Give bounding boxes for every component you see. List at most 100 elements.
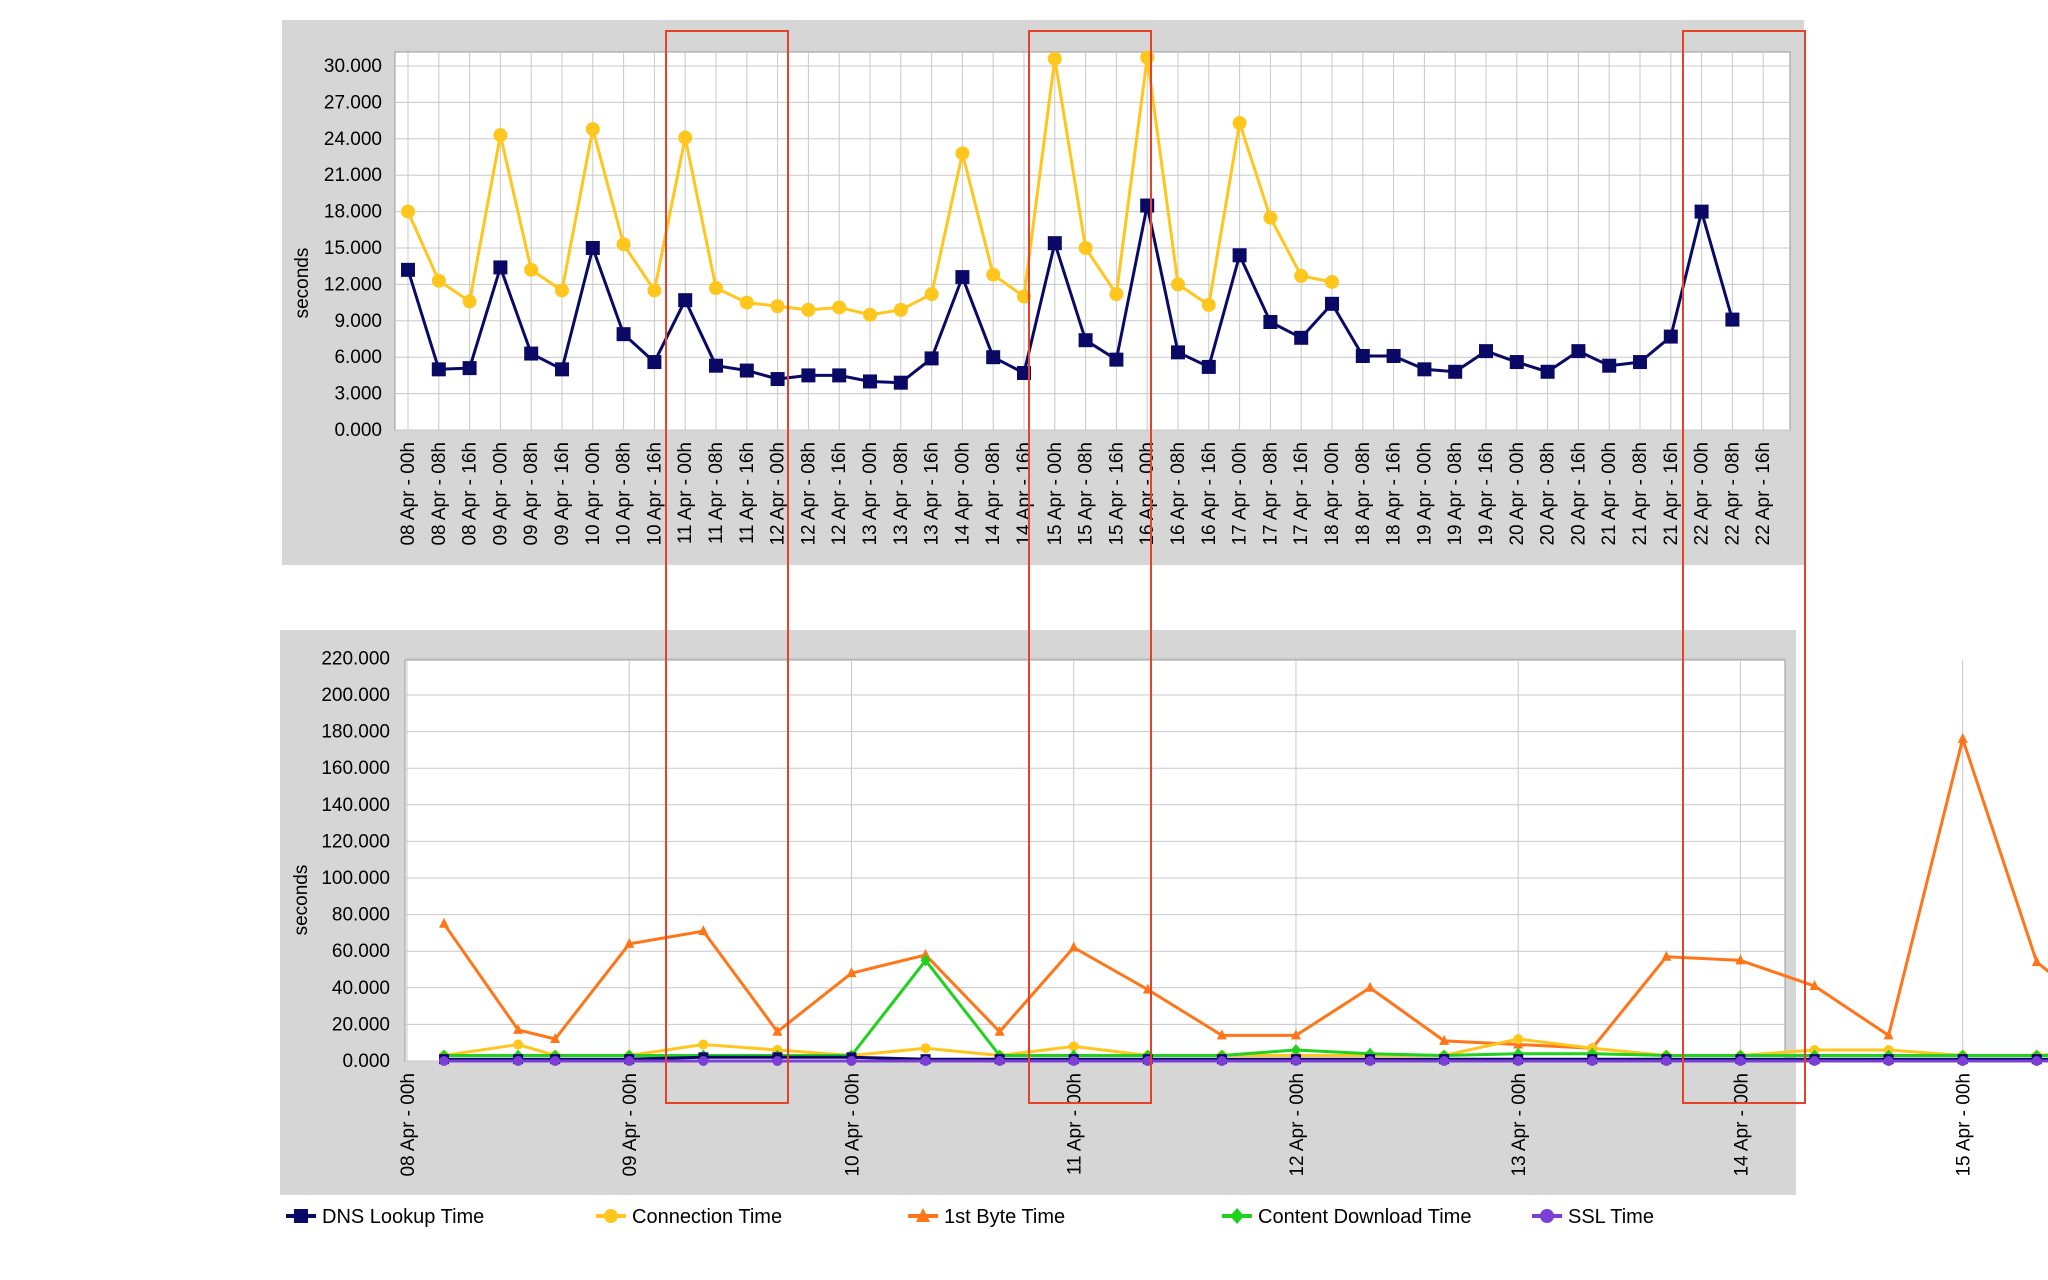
legend-swatch-marker (294, 1209, 308, 1223)
ssl-time-point (846, 1056, 857, 1066)
dns-lookup-time-point (1109, 352, 1124, 367)
y-tick-label: 160.000 (321, 758, 390, 779)
dns-lookup-time-point (739, 363, 754, 378)
connection-time-point (1263, 210, 1278, 225)
connection-time-point (1294, 268, 1309, 283)
x-tick-label: 10 Apr - 08h (614, 442, 635, 546)
dns-lookup-time-point (493, 260, 508, 275)
x-tick-label: 18 Apr - 16h (1384, 442, 1405, 546)
connection-time-point (462, 294, 477, 309)
dns-lookup-time-point (1171, 345, 1185, 360)
dns-lookup-time-point (1479, 344, 1493, 359)
x-tick-label: 12 Apr - 00h (768, 442, 789, 546)
connection-time-point (801, 302, 816, 317)
connection-time-point (924, 287, 939, 302)
x-tick-label: 15 Apr - 00h (1045, 442, 1066, 546)
ssl-time-point (1587, 1056, 1598, 1066)
dns-lookup-time-point (1386, 348, 1401, 363)
dns-lookup-time-point (555, 362, 569, 377)
x-tick-label: 20 Apr - 00h (1507, 442, 1528, 546)
top-chart: 30.000 27.000 24.000 21.000 18.000 15.000 12.0… (282, 20, 1804, 565)
x-tick-label: 16 Apr - 00h (1137, 442, 1158, 546)
dns-lookup-time-point (1663, 329, 1678, 344)
1st-byte-time-point (513, 1023, 524, 1034)
ssl-time-point (698, 1056, 709, 1066)
legend-label: Content Download Time (1258, 1206, 1471, 1228)
dns-lookup-time-point (1571, 344, 1586, 359)
ssl-time-point (1068, 1056, 1079, 1066)
dns-lookup-time-point (1540, 364, 1555, 379)
content-download-time-point (920, 954, 931, 967)
y-tick-label: 100.000 (321, 868, 390, 889)
x-tick-label: 10 Apr - 00h (842, 1073, 863, 1177)
x-tick-label: 11 Apr - 00h (1065, 1073, 1086, 1175)
highlight-boxes (665, 30, 1806, 1104)
x-tick-label: 14 Apr - 08h (983, 442, 1004, 546)
x-tick-label: 10 Apr - 16h (644, 442, 665, 546)
1st-byte-time-point (846, 967, 857, 978)
x-tick-label: 20 Apr - 08h (1538, 442, 1559, 546)
connection-time-point (1513, 1034, 1524, 1045)
x-tick-label: 17 Apr - 16h (1291, 442, 1312, 546)
dns-lookup-time-point (801, 368, 816, 383)
x-tick-label: 16 Apr - 16h (1199, 442, 1220, 546)
dns-lookup-time-point (1294, 330, 1309, 345)
ssl-time-point (1809, 1056, 1820, 1066)
ssl-time-point (920, 1056, 931, 1066)
x-tick-label: 09 Apr - 00h (490, 442, 511, 546)
1st-byte-time-line (442, 737, 2048, 1050)
connection-time-point (493, 128, 508, 143)
highlight-box-11-apr (665, 30, 789, 1104)
x-tick-label: 14 Apr - 00h (1731, 1073, 1752, 1177)
ssl-time-point (624, 1056, 635, 1066)
legend-item-connection-time: Connection Time (596, 1206, 782, 1228)
ssl-time-point (772, 1056, 783, 1066)
dns-lookup-time-point (832, 368, 847, 383)
y-tick-label: 0.000 (334, 420, 382, 441)
y-tick-label: 40.000 (332, 978, 390, 999)
connection-time-point (832, 300, 847, 315)
y-tick-label: 180.000 (321, 722, 390, 743)
x-tick-label: 22 Apr - 00h (1692, 442, 1713, 546)
1st-byte-time-point (624, 937, 635, 948)
1st-byte-time-point (698, 925, 709, 936)
dns-lookup-time-point (770, 372, 785, 387)
top-chart-x-ticks: 08 Apr - 00h 08 Apr - 08h 08 Apr - 16h 09 A… (398, 442, 1774, 546)
connection-time-point (1232, 116, 1247, 131)
bottom-chart: 220.000 200.000 180.000 160.000 140.000 120.0… (280, 630, 2048, 1195)
legend-item-content-download-time: Content Download Time (1222, 1206, 1471, 1228)
ssl-time-point (550, 1056, 561, 1066)
dns-lookup-time-point (1017, 365, 1031, 380)
connection-time-point (1047, 51, 1062, 66)
connection-time-point (986, 267, 1001, 282)
connection-time-point (893, 302, 908, 317)
x-tick-label: 08 Apr - 00h (398, 442, 419, 546)
dns-lookup-time-point (1047, 236, 1062, 251)
connection-time-point (678, 130, 693, 145)
series-dns-lookup-time (401, 198, 1740, 390)
y-tick-label: 20.000 (332, 1014, 390, 1035)
y-tick-label: 0.000 (342, 1051, 390, 1072)
x-tick-label: 08 Apr - 00h (398, 1073, 419, 1177)
x-tick-label: 22 Apr - 08h (1722, 442, 1743, 546)
x-tick-label: 13 Apr - 16h (922, 442, 943, 546)
1st-byte-time-point (1883, 1029, 1894, 1040)
dns-lookup-time-point (1201, 359, 1216, 374)
ssl-time-point (1883, 1056, 1894, 1066)
legend-swatch-marker (604, 1209, 618, 1223)
x-tick-label: 11 Apr - 00h (675, 442, 696, 544)
1st-byte-time-point (550, 1033, 561, 1044)
y-tick-label: 27.000 (324, 92, 382, 113)
1st-byte-time-point (1290, 1029, 1301, 1040)
series-ssl-time (439, 1056, 2048, 1066)
x-tick-label: 21 Apr - 16h (1661, 442, 1682, 546)
y-tick-label: 18.000 (324, 202, 382, 223)
1st-byte-time-point (1365, 981, 1376, 992)
legend-label: 1st Byte Time (944, 1206, 1065, 1228)
y-tick-label: 12.000 (324, 274, 382, 295)
x-tick-label: 10 Apr - 00h (583, 442, 604, 546)
x-tick-label: 19 Apr - 16h (1476, 442, 1497, 546)
y-tick-label: 80.000 (332, 905, 390, 926)
dns-lookup-time-point (1725, 312, 1740, 327)
dns-lookup-time-point (1602, 358, 1617, 373)
